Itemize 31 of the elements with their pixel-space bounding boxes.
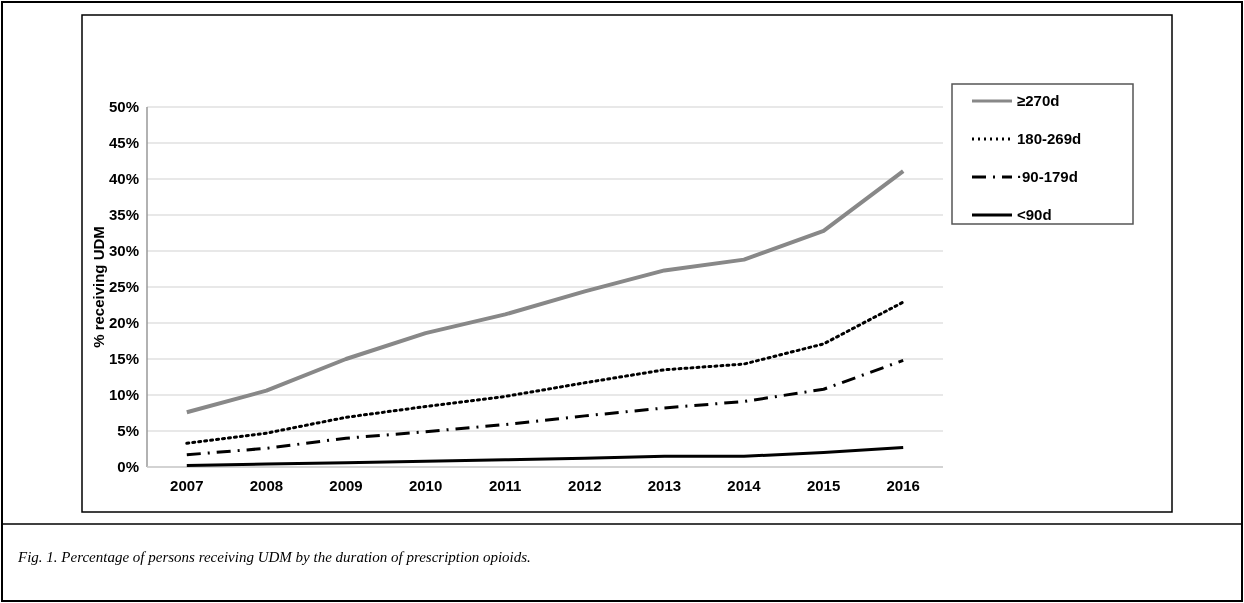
line-series	[185, 358, 905, 457]
y-tick-label: 30%	[108, 242, 139, 260]
y-tick-label: 10%	[108, 386, 139, 404]
y-tick-label: 35%	[108, 206, 139, 224]
x-tick-label: 2009	[329, 477, 363, 494]
legend-label: <90d	[1017, 206, 1052, 224]
y-tick-label: 5%	[117, 422, 139, 440]
y-tick-label: 20%	[108, 314, 139, 332]
x-tick-label: 2011	[488, 477, 522, 494]
x-tick-label: 2016	[886, 477, 920, 494]
legend-label: ≥270d	[1017, 92, 1060, 110]
y-tick-label: 15%	[108, 350, 139, 368]
x-tick-label: 2014	[727, 477, 762, 494]
y-tick-label: 40%	[108, 170, 139, 188]
x-tick-label: 2008	[249, 477, 284, 494]
caption: Fig. 1. Percentage of persons receiving UDM by the duration of prescription opioids.	[17, 549, 531, 565]
legend-label: 180-269d	[1017, 130, 1082, 148]
line-series	[184, 169, 906, 415]
x-tick-label: 2007	[170, 477, 204, 494]
legend-label: ·90-179d	[1017, 168, 1078, 186]
y-tick-label: 0%	[117, 458, 139, 476]
line-series	[185, 300, 905, 445]
y-tick-label: 25%	[108, 278, 139, 296]
x-tick-label: 2012	[568, 477, 602, 494]
y-tick-label: 50%	[108, 98, 139, 116]
x-tick-label: 2010	[408, 477, 443, 494]
y-axis-title: % receiving UDM	[90, 226, 107, 348]
x-tick-label: 2013	[647, 477, 682, 494]
x-tick-label: 2015	[806, 477, 841, 494]
y-tick-label: 45%	[108, 134, 139, 152]
line-series	[185, 446, 905, 468]
